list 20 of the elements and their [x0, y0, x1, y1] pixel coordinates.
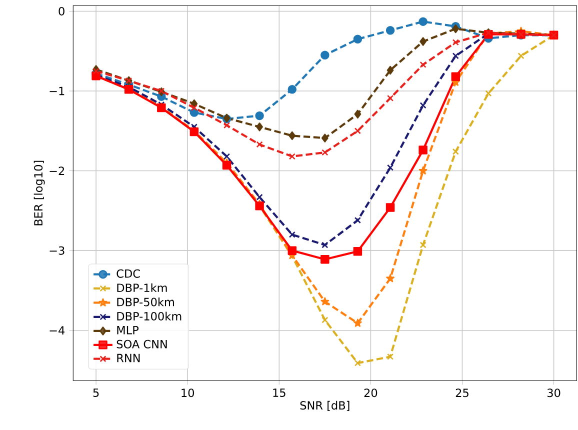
legend-label: DBP-100km [117, 312, 182, 320]
legend-label: DBP-1km [117, 283, 167, 292]
x-tick-label: 5 [93, 388, 99, 397]
legend-label: SOA CNN [116, 340, 167, 348]
legend-label: RNN [117, 354, 140, 362]
y-tick-label: −3 [50, 246, 64, 255]
x-axis-title: SNR [dB] [300, 400, 350, 411]
x-tick-label: 15 [273, 388, 286, 397]
legend-label: MLP [117, 326, 139, 334]
legend-label: CDC [116, 269, 140, 278]
x-tick-label: 20 [364, 388, 378, 397]
y-tick-label: 0 [58, 6, 64, 16]
x-tick-label: 10 [182, 388, 194, 397]
y-axis-title: BER [log10] [34, 160, 45, 226]
x-tick-label: 30 [547, 388, 560, 397]
y-tick-label: −4 [50, 326, 65, 334]
legend-label: DBP-50km [117, 297, 174, 306]
y-tick-label: −2 [50, 166, 64, 175]
y-tick-label: −1 [50, 86, 64, 95]
x-tick-label: 25 [456, 388, 468, 397]
